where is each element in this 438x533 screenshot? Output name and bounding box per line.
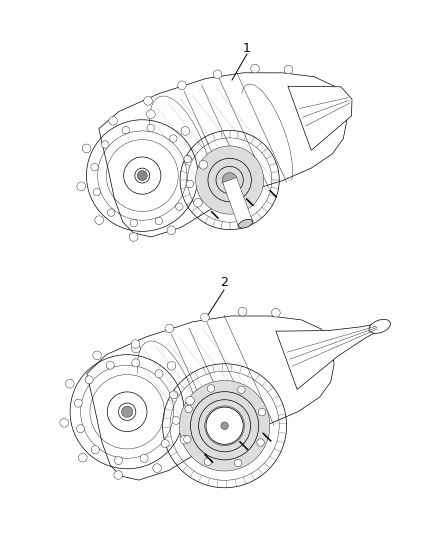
- Circle shape: [165, 324, 174, 333]
- Polygon shape: [223, 177, 253, 227]
- Circle shape: [238, 386, 245, 393]
- Circle shape: [77, 425, 85, 433]
- Polygon shape: [288, 86, 352, 150]
- Circle shape: [199, 160, 208, 169]
- Circle shape: [194, 198, 202, 207]
- Polygon shape: [87, 316, 334, 480]
- Circle shape: [114, 471, 123, 479]
- Circle shape: [258, 408, 265, 416]
- Circle shape: [153, 464, 162, 472]
- Circle shape: [130, 220, 138, 227]
- Circle shape: [147, 110, 155, 118]
- Circle shape: [95, 216, 103, 224]
- Circle shape: [257, 439, 264, 446]
- Circle shape: [93, 351, 102, 360]
- Circle shape: [85, 376, 93, 384]
- Circle shape: [131, 340, 140, 349]
- Circle shape: [107, 209, 115, 216]
- Circle shape: [140, 454, 148, 463]
- Circle shape: [205, 406, 244, 446]
- Circle shape: [204, 458, 212, 465]
- Circle shape: [186, 397, 194, 405]
- Circle shape: [129, 232, 138, 241]
- Circle shape: [186, 180, 194, 188]
- Circle shape: [184, 435, 191, 443]
- Circle shape: [195, 146, 264, 214]
- Circle shape: [179, 381, 270, 471]
- Circle shape: [161, 440, 169, 448]
- Circle shape: [78, 454, 87, 462]
- Circle shape: [172, 416, 180, 424]
- Circle shape: [65, 379, 74, 388]
- Circle shape: [91, 164, 99, 171]
- Circle shape: [184, 155, 191, 163]
- Polygon shape: [276, 324, 381, 390]
- Text: 2: 2: [220, 277, 228, 289]
- Circle shape: [144, 96, 152, 105]
- Circle shape: [176, 203, 183, 211]
- Circle shape: [167, 226, 176, 235]
- Circle shape: [60, 418, 69, 427]
- Circle shape: [272, 309, 280, 317]
- Circle shape: [284, 65, 293, 74]
- Circle shape: [106, 361, 114, 369]
- Circle shape: [82, 144, 91, 153]
- Circle shape: [221, 422, 228, 430]
- Circle shape: [102, 141, 109, 148]
- Circle shape: [167, 361, 176, 370]
- Circle shape: [114, 457, 123, 465]
- Circle shape: [74, 399, 82, 407]
- Circle shape: [122, 406, 133, 417]
- Circle shape: [170, 135, 177, 142]
- Circle shape: [181, 127, 190, 135]
- Circle shape: [91, 446, 99, 454]
- Circle shape: [155, 217, 162, 225]
- Circle shape: [93, 188, 101, 196]
- Polygon shape: [99, 73, 347, 237]
- Circle shape: [178, 81, 186, 90]
- Circle shape: [132, 344, 140, 353]
- Circle shape: [147, 124, 154, 132]
- Circle shape: [109, 117, 117, 125]
- Circle shape: [201, 313, 209, 322]
- Circle shape: [222, 173, 237, 188]
- Ellipse shape: [369, 319, 391, 333]
- Text: 1: 1: [243, 42, 251, 54]
- Circle shape: [251, 64, 259, 73]
- Circle shape: [206, 407, 243, 445]
- Circle shape: [234, 459, 242, 467]
- Circle shape: [207, 385, 215, 392]
- Circle shape: [132, 359, 140, 367]
- Circle shape: [122, 126, 130, 134]
- Circle shape: [170, 391, 178, 399]
- Circle shape: [77, 182, 85, 191]
- Circle shape: [185, 405, 192, 413]
- Circle shape: [137, 171, 147, 181]
- Circle shape: [180, 435, 189, 444]
- Ellipse shape: [238, 220, 253, 228]
- Circle shape: [213, 70, 222, 78]
- Circle shape: [155, 370, 163, 378]
- Circle shape: [238, 308, 247, 316]
